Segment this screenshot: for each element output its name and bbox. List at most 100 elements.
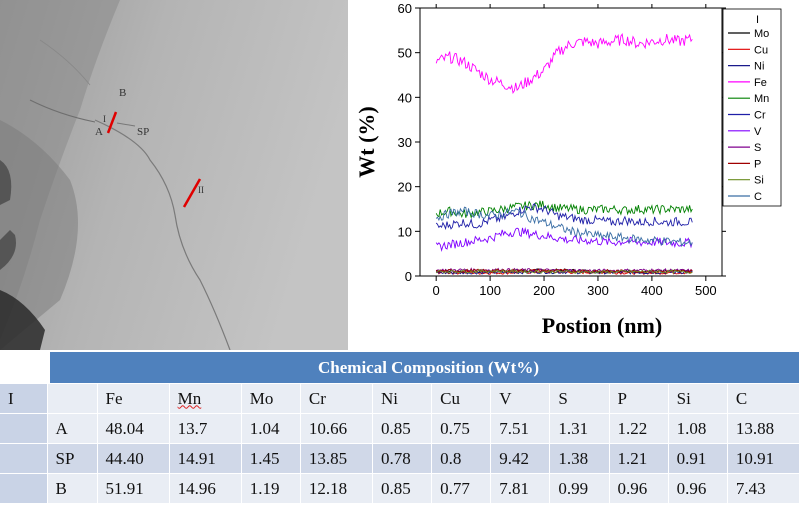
legend-label: P xyxy=(754,158,761,170)
group-cell xyxy=(0,443,48,474)
column-header: V xyxy=(490,383,551,414)
dark-inclusion-2 xyxy=(0,160,12,205)
y-tick-label: 0 xyxy=(405,269,412,284)
y-tick-label: 20 xyxy=(398,180,412,195)
table-cell: 0.75 xyxy=(431,413,492,444)
legend-label: Fe xyxy=(754,77,767,89)
table-row: B 51.91 14.96 1.19 12.18 0.85 0.77 7.81 … xyxy=(0,473,800,504)
table-cell: 44.40 xyxy=(97,443,170,474)
legend-label: C xyxy=(754,191,762,203)
legend-label: Mn xyxy=(754,93,769,105)
table-cell: 12.18 xyxy=(300,473,373,504)
x-tick-label: 100 xyxy=(479,283,501,298)
y-tick-label: 60 xyxy=(398,1,412,16)
x-axis-label: Postion (nm) xyxy=(542,313,662,338)
table-title-row: Chemical Composition (Wt%) xyxy=(0,352,800,384)
table-cell: 0.78 xyxy=(372,443,433,474)
table-cell: 0.8 xyxy=(431,443,492,474)
series-line-cr xyxy=(435,202,693,231)
group-label: I xyxy=(0,383,48,414)
series-line-si xyxy=(435,268,693,275)
table-header-row: I Fe Mn Mo Cr Ni Cu V S P Si C xyxy=(0,383,800,414)
chart-svg: 0 10 20 30 40 50 60 0 100 200 300 400 500 Wt (%) Po… xyxy=(354,1,782,338)
label-ii: II xyxy=(198,185,204,195)
column-header: Mn xyxy=(169,383,242,414)
table-cell: 0.96 xyxy=(668,473,728,504)
column-header: C xyxy=(727,383,800,414)
table-row: A 48.04 13.7 1.04 10.66 0.85 0.75 7.51 1… xyxy=(0,413,800,444)
legend-label: S xyxy=(754,142,761,154)
profile-line-II xyxy=(182,178,202,208)
dark-inclusion xyxy=(0,290,45,350)
series-layer xyxy=(435,33,693,275)
column-header: Cr xyxy=(300,383,373,414)
series-line-fe xyxy=(435,33,693,94)
legend-label: Cr xyxy=(754,110,766,122)
plot-area xyxy=(419,7,723,277)
micrograph-image: B I A SP II xyxy=(0,0,348,350)
group-cell xyxy=(0,473,48,504)
legend-label: Mo xyxy=(754,28,769,40)
legend-label: Si xyxy=(754,175,764,187)
table-cell: 48.04 xyxy=(97,413,170,444)
table-cell: 1.38 xyxy=(549,443,610,474)
table-cell: 0.85 xyxy=(372,413,433,444)
x-tick-label: 300 xyxy=(587,283,609,298)
legend: I Mo Cu Ni Fe Mn Cr VSP Si C xyxy=(722,8,782,207)
table-cell: 0.91 xyxy=(668,443,728,474)
table-cell: 1.04 xyxy=(241,413,301,444)
column-header-text: Mn xyxy=(177,388,202,408)
x-tick-label: 400 xyxy=(641,283,663,298)
table-corner xyxy=(0,352,50,384)
profile-line-I xyxy=(106,111,118,134)
legend-label: V xyxy=(754,126,762,138)
legend-title: I xyxy=(756,14,759,26)
grain-boundary-2 xyxy=(29,99,96,123)
table-title: Chemical Composition (Wt%) xyxy=(47,352,800,384)
table-cell: 51.91 xyxy=(97,473,170,504)
table-cell: 1.31 xyxy=(549,413,610,444)
table-cell: 7.51 xyxy=(490,413,551,444)
table-cell: 13.85 xyxy=(300,443,373,474)
series-line-c xyxy=(435,206,693,248)
grain-region-lower xyxy=(0,120,78,350)
column-header: Mo xyxy=(241,383,301,414)
table-cell: 7.43 xyxy=(727,473,800,504)
micrograph-svg: B I A SP II xyxy=(0,0,348,350)
y-axis-label: Wt (%) xyxy=(354,106,379,177)
x-axis-ticks: 0 100 200 300 400 500 xyxy=(433,4,717,298)
table-cell: 1.22 xyxy=(609,413,669,444)
group-cell xyxy=(0,413,48,444)
table-cell: 0.96 xyxy=(609,473,669,504)
row-label: SP xyxy=(47,443,98,474)
legend-label: Ni xyxy=(754,61,764,73)
x-tick-label: 0 xyxy=(433,283,440,298)
table-cell: 7.81 xyxy=(490,473,551,504)
label-sp: SP xyxy=(137,126,149,138)
composition-table-wrapper: Chemical Composition (Wt%) I Fe Mn Mo Cr… xyxy=(0,352,800,513)
table-cell: 1.45 xyxy=(241,443,301,474)
column-header: Ni xyxy=(372,383,433,414)
dark-inclusion-3 xyxy=(0,230,16,270)
row-label: A xyxy=(47,413,98,444)
column-header: Si xyxy=(668,383,728,414)
column-header: P xyxy=(609,383,669,414)
column-header: S xyxy=(549,383,610,414)
y-tick-label: 30 xyxy=(398,135,412,150)
series-line-mn xyxy=(435,200,693,220)
column-header: Cu xyxy=(431,383,492,414)
y-tick-label: 10 xyxy=(398,224,412,239)
grain-boundary xyxy=(94,119,231,350)
table-cell: 14.96 xyxy=(169,473,242,504)
table-cell: 13.7 xyxy=(169,413,242,444)
label-i: I xyxy=(103,114,106,124)
table-cell: 10.91 xyxy=(727,443,800,474)
y-axis-ticks: 0 10 20 30 40 50 60 xyxy=(398,1,726,284)
table-cell: 10.66 xyxy=(300,413,373,444)
y-tick-label: 40 xyxy=(398,90,412,105)
table-cell: 1.19 xyxy=(241,473,301,504)
legend-box xyxy=(722,8,782,207)
grain-boundary-3 xyxy=(39,39,91,86)
table-cell: 1.08 xyxy=(668,413,728,444)
line-profile-chart: 0 10 20 30 40 50 60 0 100 200 300 400 500 Wt (%) Po… xyxy=(348,0,800,350)
